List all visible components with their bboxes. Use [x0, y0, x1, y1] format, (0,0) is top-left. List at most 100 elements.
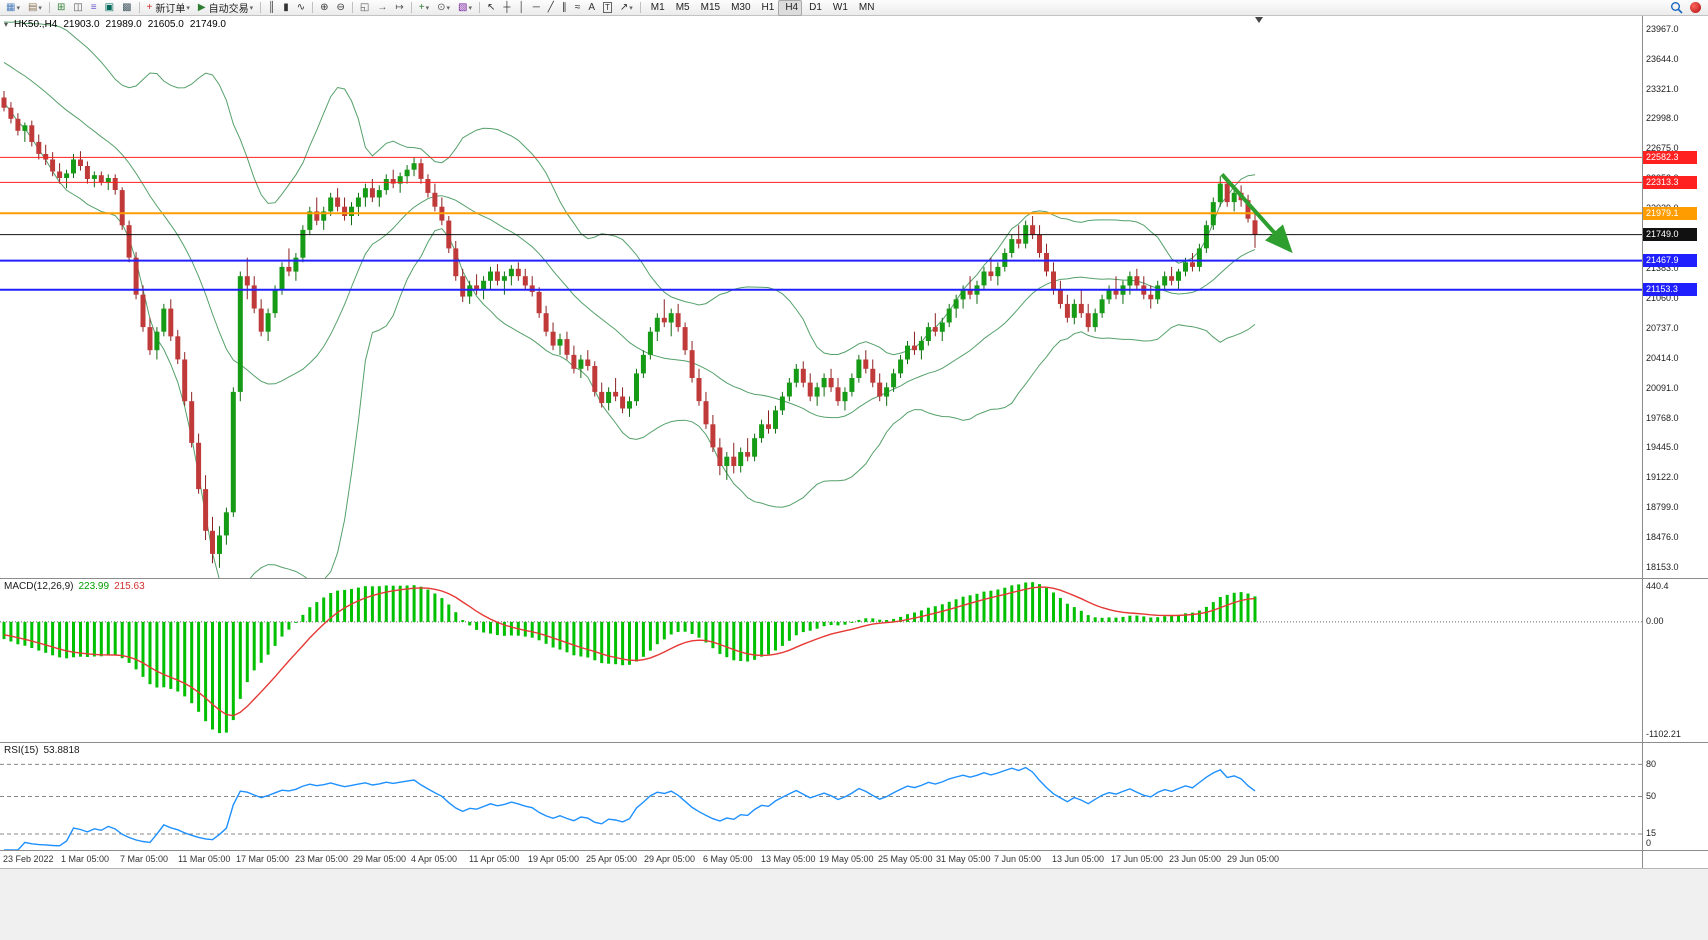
candlestick-chart-icon[interactable]: ▮	[283, 2, 289, 13]
main-chart-panel: ▾ HK50.,H4 21903.0 21989.0 21605.0 21749…	[0, 16, 1708, 578]
price-level-box-21153.3: 21153.3	[1643, 283, 1697, 296]
autotrading-button[interactable]: ▶ 自动交易 ▾	[197, 2, 254, 15]
timeframe-h1[interactable]: H1	[761, 2, 775, 13]
rsi-canvas[interactable]: RSI(15) 53.8818	[0, 743, 1642, 850]
time-label: 29 Apr 05:00	[644, 854, 696, 864]
timeframe-w1[interactable]: W1	[832, 2, 848, 13]
chart-open: 21903.0	[63, 19, 100, 30]
time-label: 23 Feb 2022	[3, 854, 54, 864]
text-icon[interactable]: A	[588, 2, 595, 13]
arrows-icon[interactable]: ↗ ▾	[619, 2, 633, 13]
price-level-box-22582.3: 22582.3	[1643, 151, 1697, 164]
price-tick-label: 19445.0	[1646, 442, 1679, 452]
macd-axis-top: 440.4	[1646, 581, 1669, 591]
price-tick-label: 22998.0	[1646, 113, 1679, 123]
toolbar-right	[1670, 1, 1706, 14]
chart-shift-marker[interactable]	[1255, 17, 1263, 23]
toolbar-separator	[639, 2, 641, 13]
zoom-in-icon[interactable]: ⊕	[320, 2, 329, 13]
channel-icon[interactable]: ∥	[561, 2, 567, 13]
time-label: 13 May 05:00	[761, 854, 816, 864]
new-chart-icon[interactable]: ▦ ▾	[6, 2, 20, 13]
timeframe-m30[interactable]: M30	[731, 2, 751, 13]
toolbar-groups: ▦ ▾ ▤ ▾ ⊞ ◫ ≡ ▣ ▩ + 新订单 ▾ ▶ 自动交易 ▾ ║ ▮ ∿ ⊕ ⊖ ◱ → ↦ + ▾ ⊙ ▾ ▧ ▾ ↖ ┼ │ ─ ╱ ∥…	[2, 0, 878, 16]
timeframe-m15[interactable]: M15	[700, 2, 721, 13]
chart-symbol-period: HK50.,H4	[14, 19, 58, 30]
macd-panel: MACD(12,26,9) 223.99 215.63 440.4 0.00 -1102…	[0, 578, 1708, 742]
community-icon[interactable]	[1690, 2, 1701, 13]
toolbar-separator	[410, 2, 412, 13]
bollinger-lower-band	[3, 102, 1256, 578]
navigator-icon[interactable]: ≡	[90, 2, 97, 13]
rsi-label: RSI(15) 53.8818	[4, 745, 80, 756]
price-tick-label: 19768.0	[1646, 413, 1679, 423]
fibonacci-icon[interactable]: ≈	[574, 2, 581, 13]
timeframe-d1[interactable]: D1	[809, 2, 822, 13]
timeframe-m1[interactable]: M1	[650, 2, 665, 13]
one-click-trading-toggle[interactable]: ▾	[4, 20, 9, 29]
bar-chart-icon[interactable]: ║	[268, 2, 276, 13]
time-axis-row: 23 Feb 2022 1 Mar 05:00 7 Mar 05:00 11 Mar …	[0, 850, 1708, 868]
label-icon[interactable]: T	[603, 2, 612, 13]
price-level-box-21467.9: 21467.9	[1643, 254, 1697, 267]
time-label: 31 May 05:00	[936, 854, 991, 864]
macd-signal-line	[3, 586, 1256, 717]
time-label: 11 Apr 05:00	[469, 854, 520, 864]
market-watch-icon[interactable]: ⊞	[56, 2, 66, 13]
line-chart-icon[interactable]: ∿	[296, 2, 306, 13]
macd-canvas[interactable]: MACD(12,26,9) 223.99 215.63	[0, 579, 1642, 742]
rsi-axis[interactable]: 80 50 15 0	[1642, 743, 1708, 850]
new-order-button[interactable]: + 新订单 ▾	[146, 2, 190, 15]
terminal-icon[interactable]: ▣	[104, 2, 115, 13]
timeframe-mn[interactable]: MN	[858, 2, 875, 13]
indicators-icon[interactable]: + ▾	[418, 2, 430, 13]
trend-arrow-annotation[interactable]	[1220, 172, 1293, 254]
price-tick-label: 22675.0	[1646, 143, 1679, 153]
timeframe-h4[interactable]: H4	[778, 0, 803, 16]
toolbar-separator	[351, 2, 353, 13]
price-tick-label: 18153.0	[1646, 562, 1679, 572]
tile-windows-icon[interactable]: ◱	[359, 2, 370, 13]
vertical-line-icon[interactable]: │	[518, 2, 525, 13]
time-label: 25 Apr 05:00	[586, 854, 638, 864]
price-level-box-21979.1: 21979.1	[1643, 207, 1697, 220]
empty-area	[0, 868, 1708, 940]
price-tick-label: 21383.0	[1646, 263, 1679, 273]
zoom-out-icon[interactable]: ⊖	[336, 2, 345, 13]
toolbar-separator	[312, 2, 314, 13]
chart-canvas[interactable]: ▾ HK50.,H4 21903.0 21989.0 21605.0 21749…	[0, 16, 1642, 578]
macd-label: MACD(12,26,9) 223.99 215.63	[4, 581, 145, 592]
horizontal-line-icon[interactable]: ─	[532, 2, 540, 13]
price-tick-label: 21060.0	[1646, 293, 1679, 303]
templates-icon[interactable]: ▧ ▾	[458, 2, 472, 13]
time-label: 23 Jun 05:00	[1169, 854, 1222, 864]
price-level-box-22313.3: 22313.3	[1643, 176, 1697, 189]
chart-close: 21749.0	[189, 19, 226, 30]
macd-histogram	[2, 582, 1257, 734]
price-tick-label: 23644.0	[1646, 54, 1679, 64]
search-icon[interactable]	[1670, 1, 1683, 14]
profiles-icon[interactable]: ▤ ▾	[27, 2, 42, 13]
price-level-box-21749.0: 21749.0	[1643, 228, 1697, 241]
time-label: 6 May 05:00	[703, 854, 753, 864]
macd-axis[interactable]: 440.4 0.00 -1102.21	[1642, 579, 1708, 742]
cursor-icon[interactable]: ↖	[486, 2, 496, 13]
macd-title-text: MACD(12,26,9)	[4, 581, 74, 592]
chart-shift-icon[interactable]: ↦	[395, 2, 404, 13]
price-tick-label: 20414.0	[1646, 353, 1679, 363]
timeframe-m5[interactable]: M5	[675, 2, 690, 13]
strategy-tester-icon[interactable]: ▩	[122, 2, 132, 13]
data-window-icon[interactable]: ◫	[73, 2, 83, 13]
crosshair-icon[interactable]: ┼	[503, 2, 511, 13]
time-label: 7 Mar 05:00	[120, 854, 169, 864]
toolbar: ▦ ▾ ▤ ▾ ⊞ ◫ ≡ ▣ ▩ + 新订单 ▾ ▶ 自动交易 ▾ ║ ▮ ∿ ⊕ ⊖ ◱ → ↦ + ▾ ⊙ ▾ ▧ ▾ ↖ ┼ │ ─ ╱ ∥…	[0, 0, 1708, 16]
price-tick-label: 23321.0	[1646, 84, 1679, 94]
periods-icon[interactable]: ⊙ ▾	[437, 2, 450, 13]
auto-scroll-icon[interactable]: →	[377, 2, 388, 13]
toolbar-separator	[138, 2, 140, 13]
macd-signal-value: 215.63	[114, 581, 145, 592]
trendline-icon[interactable]: ╱	[547, 2, 554, 13]
time-axis[interactable]: 23 Feb 2022 1 Mar 05:00 7 Mar 05:00 11 Mar …	[0, 851, 1642, 868]
price-axis[interactable]: 23967.023644.023321.022998.022675.022352…	[1642, 16, 1708, 578]
